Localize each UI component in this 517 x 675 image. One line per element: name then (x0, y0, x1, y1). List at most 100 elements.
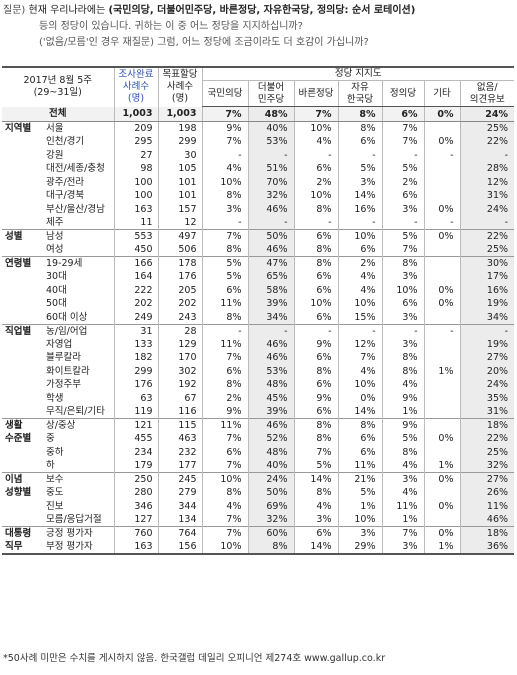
sample-count-cell: 455 (113, 432, 158, 446)
row-label: 19-29세 (44, 256, 114, 270)
category-label (2, 243, 44, 257)
weighted-count-cell: 243 (157, 310, 202, 324)
percent-cell: 14% (337, 405, 382, 419)
percent-cell: 7% (381, 243, 424, 257)
percent-cell: 27% (459, 351, 515, 365)
percent-cell: - (381, 148, 424, 162)
percent-cell: 4% (337, 364, 382, 378)
percent-cell: 7% (381, 135, 424, 149)
category-label (2, 284, 44, 298)
percent-cell: 2% (201, 391, 248, 405)
weighted-count-cell: 192 (157, 378, 202, 392)
percent-cell: 27% (459, 472, 515, 486)
sample-count-cell: 27 (113, 148, 158, 162)
percent-cell: - (201, 323, 248, 338)
row-label: 중하 (46, 446, 64, 458)
percent-cell: 11% (201, 418, 248, 432)
percent-cell: 0% (423, 472, 460, 486)
percent-cell (423, 405, 460, 419)
sample-count-cell: 209 (113, 121, 158, 135)
weighted-count-cell: 156 (157, 540, 202, 555)
weighted-count-cell: 115 (157, 418, 202, 432)
percent-cell: 48% (247, 106, 294, 122)
percent-cell: - (337, 323, 382, 338)
table-row: 강원 27 30- - - - - - - (2, 148, 515, 162)
percent-cell: 8% (293, 243, 338, 257)
category-label (2, 338, 44, 352)
category-label: 지역별 (2, 121, 44, 135)
percent-cell: 8% (381, 256, 424, 270)
percent-cell: 11% (201, 337, 248, 351)
category-label (2, 365, 44, 379)
sample-count-cell: 450 (113, 243, 158, 257)
category-label (2, 311, 44, 325)
table-row: 제주 11 12- - - - - - - (2, 216, 515, 230)
percent-cell: 6% (201, 283, 248, 297)
table-row: 성별 남성 553 497 7% 50% 6% 10% 5% 0% 22% (2, 229, 515, 243)
percent-cell: 17% (459, 270, 515, 284)
percent-cell: 46% (247, 202, 294, 216)
table-row: 무직/은퇴/기타 119 116 9% 39% 6% 14% 1% 31% (2, 405, 515, 419)
table-row: 화이트칼라 299 302 6% 53% 8% 4% 8% 1% 20% (2, 364, 515, 379)
percent-cell: 4% (337, 283, 382, 297)
percent-cell: 50% (247, 229, 294, 243)
percent-cell: 4% (381, 459, 424, 473)
weighted-count-cell: 344 (157, 499, 202, 513)
category-label (2, 378, 44, 392)
percent-cell: 32% (247, 513, 294, 527)
percent-cell: 9% (201, 121, 248, 135)
category-label: 대통령 (2, 526, 44, 540)
percent-cell: 10% (337, 378, 382, 392)
percent-cell: 6% (381, 106, 424, 122)
weighted-count-cell: 101 (157, 189, 202, 203)
percent-cell: 8% (293, 202, 338, 216)
survey-period-header: 2017년 8월 5주 (29~31일) (2, 66, 115, 107)
category-label (2, 392, 44, 406)
percent-cell: 8% (337, 121, 382, 135)
percent-cell: 46% (247, 351, 294, 365)
party-header-2: 바른정당 (293, 80, 338, 107)
percent-cell: 5% (381, 432, 424, 446)
question-line-3: ('없음/모름'인 경우 재질문) 그럼, 어느 정당에 조금이라도 더 호감이… (39, 37, 369, 48)
row-label: 40대 (46, 284, 67, 296)
percent-cell: 65% (247, 270, 294, 284)
sample-count-header-line3: (명) (127, 93, 145, 105)
total-row: 전체 1,003 1,003 7% 48% 7% 8% 6% 0% 24% (2, 106, 515, 122)
party-header-3: 자유 한국당 (337, 80, 382, 107)
sample-count-cell: 63 (113, 391, 158, 405)
percent-cell: 3% (381, 310, 424, 324)
percent-cell: 10% (381, 283, 424, 297)
percent-cell: 8% (201, 310, 248, 324)
percent-cell (423, 337, 460, 351)
percent-cell: 8% (293, 432, 338, 446)
sample-count-header-line2: 사례수 (122, 81, 150, 93)
percent-cell: 31% (459, 405, 515, 419)
percent-cell (423, 351, 460, 365)
percent-cell: 0% (423, 106, 460, 122)
percent-cell (423, 378, 460, 392)
percent-cell: 7% (201, 459, 248, 473)
percent-cell: 8% (381, 351, 424, 365)
weighted-count-cell: 101 (157, 175, 202, 189)
percent-cell: 39% (247, 297, 294, 311)
percent-cell: 10% (201, 472, 248, 486)
percent-cell: 0% (423, 283, 460, 297)
percent-cell: - (423, 216, 460, 230)
percent-cell: 53% (247, 135, 294, 149)
percent-cell: 6% (293, 526, 338, 540)
percent-cell: - (337, 216, 382, 230)
percent-cell: 12% (459, 175, 515, 189)
percent-cell: 6% (293, 162, 338, 176)
category-label (2, 351, 44, 365)
percent-cell: 4% (293, 499, 338, 513)
percent-cell: 45% (247, 391, 294, 405)
percent-cell: 8% (337, 418, 382, 432)
percent-cell (423, 121, 460, 135)
percent-cell (423, 256, 460, 270)
percent-cell: 46% (459, 513, 515, 527)
survey-dates: (29~31일) (33, 87, 82, 99)
percent-cell: - (459, 216, 515, 230)
percent-cell: 3% (381, 540, 424, 555)
percent-cell: 4% (201, 499, 248, 513)
sample-count-cell: 249 (113, 310, 158, 324)
